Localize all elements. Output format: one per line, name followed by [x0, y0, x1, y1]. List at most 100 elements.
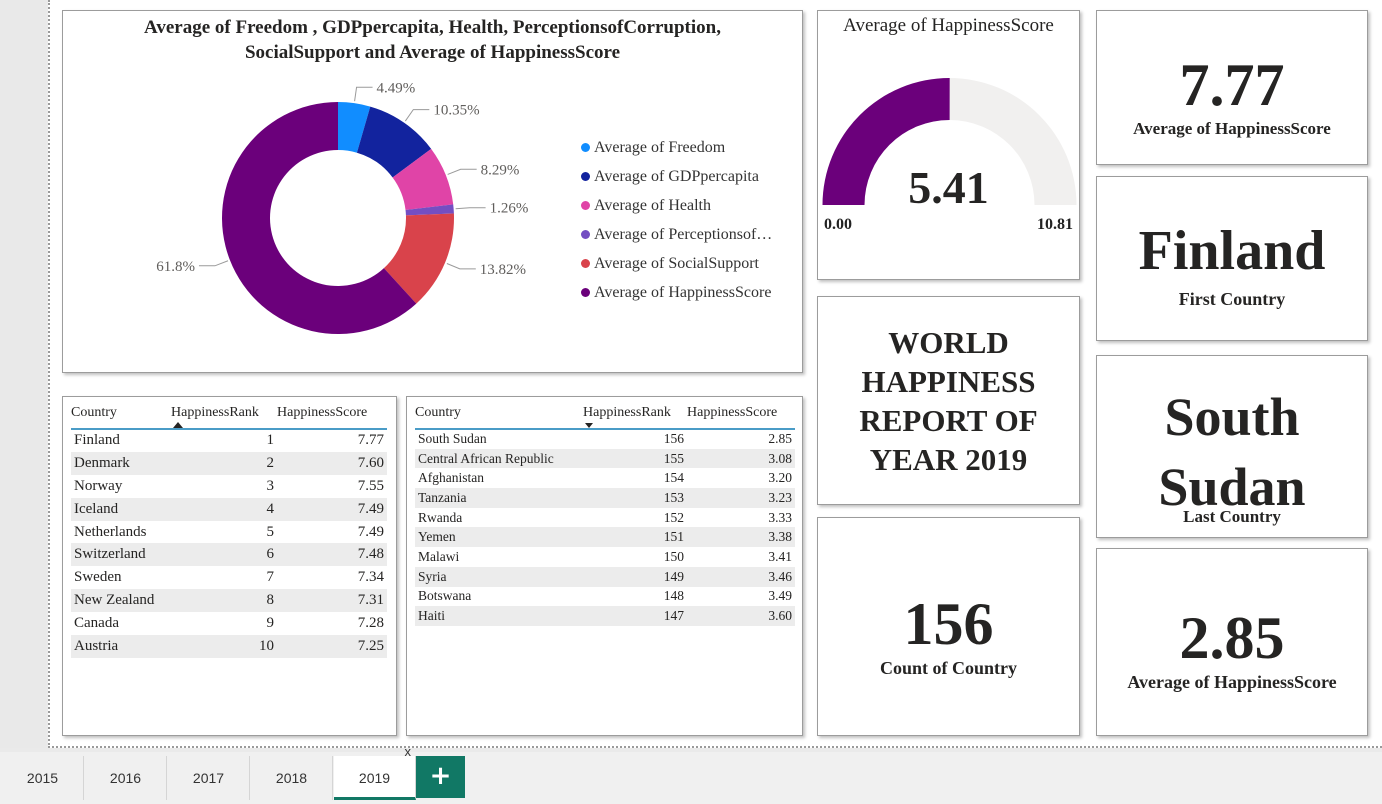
cell-country: Botswana — [418, 588, 472, 604]
table-row[interactable]: Tanzania 153 3.23 — [415, 488, 795, 508]
cell-country: Finland — [74, 432, 120, 449]
gauge-value: 5.41 — [908, 162, 989, 213]
close-icon[interactable]: x — [404, 744, 412, 759]
cell-rank: 1 — [266, 432, 275, 449]
cell-score: 3.46 — [687, 566, 795, 587]
table-row[interactable]: Netherlands 5 7.49 — [71, 521, 387, 544]
table-row[interactable]: South Sudan 156 2.85 — [415, 429, 795, 449]
kpi-top-score-value: 7.77 — [1179, 52, 1285, 118]
report-title-card: WORLD HAPPINESS REPORT OF YEAR 2019 — [817, 296, 1080, 505]
sort-ascending-icon[interactable] — [173, 422, 183, 428]
column-header-country[interactable]: Country — [71, 403, 171, 430]
donut-title-line2: SocialSupport and Average of HappinessSc… — [244, 42, 621, 63]
column-header-country[interactable]: Country — [415, 403, 583, 430]
tab-2015[interactable]: 2015 — [2, 756, 84, 800]
table-row[interactable]: Austria 10 7.25 — [71, 635, 387, 658]
kpi-bottom-score-value: 2.85 — [1179, 605, 1285, 671]
column-header-rank[interactable]: HappinessRank — [583, 403, 687, 430]
legend-item-happinessscore[interactable]: Average of HappinessScore — [581, 278, 772, 307]
table-row[interactable]: Botswana 148 3.49 — [415, 587, 795, 607]
gauge-card[interactable]: Average of HappinessScore 5.41 0.00 10.8… — [817, 10, 1080, 280]
table-row[interactable]: New Zealand 8 7.31 — [71, 589, 387, 613]
cell-country: Iceland — [71, 497, 171, 521]
table-header-row: Country HappinessRank HappinessScore — [71, 403, 387, 430]
table-row[interactable]: Norway 3 7.55 — [71, 475, 387, 498]
kpi-last-country-card[interactable]: South Sudan Last Country — [1096, 355, 1368, 538]
slice-label-leader — [446, 263, 476, 270]
legend-dot — [581, 201, 590, 210]
column-header-label: HappinessScore — [687, 405, 778, 420]
legend-item-gdp[interactable]: Average of GDPpercapita — [581, 162, 772, 191]
table-row[interactable]: Syria 149 3.46 — [415, 566, 795, 587]
table-row[interactable]: Haiti 147 3.60 — [415, 606, 795, 626]
kpi-top-score-card[interactable]: 7.77 Average of HappinessScore — [1096, 10, 1368, 165]
report-title-line2: HAPPINESS — [861, 364, 1036, 399]
legend-item-health[interactable]: Average of Health — [581, 191, 772, 220]
legend-item-socialsupport[interactable]: Average of SocialSupport — [581, 249, 772, 278]
slice-label: 13.82% — [480, 262, 526, 278]
table-row[interactable]: Denmark 2 7.60 — [71, 451, 387, 475]
legend-label: Average of HappinessScore — [594, 283, 772, 301]
donut-slice[interactable] — [405, 204, 454, 216]
tab-label: 2015 — [26, 770, 59, 786]
gauge-title: Average of HappinessScore — [843, 15, 1054, 36]
kpi-first-country-card[interactable]: Finland First Country — [1096, 176, 1368, 341]
top-countries-table: Country HappinessRank HappinessScore Fin… — [71, 403, 387, 658]
cell-rank: 150 — [663, 548, 684, 564]
table-row[interactable]: Afghanistan 154 3.20 — [415, 468, 795, 488]
legend-item-perceptions[interactable]: Average of Perceptionsof… — [581, 220, 772, 249]
tab-2019[interactable]: 2019 x — [334, 744, 416, 800]
cell-score: 3.33 — [768, 509, 792, 525]
tab-2017[interactable]: 2017 — [168, 756, 250, 800]
cell-rank: 4 — [171, 497, 277, 521]
legend-dot — [581, 143, 590, 152]
table-row[interactable]: Malawi 150 3.41 — [415, 547, 795, 567]
column-header-label: Country — [71, 405, 117, 420]
cell-score: 7.49 — [277, 497, 387, 521]
add-page-button[interactable]: + — [416, 756, 465, 798]
cell-score: 7.60 — [277, 451, 387, 475]
cell-country: New Zealand — [71, 589, 171, 613]
donut-slice[interactable] — [356, 106, 432, 178]
donut-chart-card[interactable]: Average of Freedom , GDPpercapita, Healt… — [62, 10, 803, 373]
table-row[interactable]: Switzerland 6 7.48 — [71, 543, 387, 567]
table-row[interactable]: Yemen 151 3.38 — [415, 527, 795, 548]
cell-rank: 10 — [171, 635, 277, 658]
report-title-line4: YEAR 2019 — [869, 442, 1028, 477]
sort-descending-icon[interactable] — [585, 423, 593, 428]
gauge-chart — [822, 78, 1077, 205]
donut-slice[interactable] — [392, 148, 454, 211]
tab-2018[interactable]: 2018 — [251, 756, 333, 800]
cell-country: Rwanda — [418, 509, 463, 525]
kpi-count-card[interactable]: 156 Count of Country — [817, 517, 1080, 736]
donut-slice[interactable] — [338, 102, 371, 153]
kpi-bottom-score-card[interactable]: 2.85 Average of HappinessScore — [1096, 548, 1368, 736]
donut-slice[interactable] — [222, 102, 417, 334]
legend-item-freedom[interactable]: Average of Freedom — [581, 133, 772, 162]
table-row[interactable]: Finland 1 7.77 — [71, 429, 387, 452]
tab-label: 2017 — [192, 770, 225, 786]
kpi-first-country-label: First Country — [1178, 289, 1286, 309]
tab-label: 2019 — [358, 770, 391, 786]
cell-score: 7.77 — [357, 432, 384, 449]
table-row[interactable]: Iceland 4 7.49 — [71, 497, 387, 521]
table-row[interactable]: Canada 9 7.28 — [71, 612, 387, 635]
gauge-fill — [822, 78, 950, 205]
report-canvas: Average of Freedom , GDPpercapita, Healt… — [48, 0, 1382, 748]
table-row[interactable]: Sweden 7 7.34 — [71, 566, 387, 589]
table-row[interactable]: Rwanda 152 3.33 — [415, 508, 795, 528]
column-header-score[interactable]: HappinessScore — [687, 403, 795, 430]
bottom-countries-table-card[interactable]: Country HappinessRank HappinessScore Sou… — [406, 396, 803, 736]
cell-rank: 147 — [583, 606, 687, 626]
donut-slice[interactable] — [383, 213, 454, 304]
slice-label: 8.29% — [481, 162, 520, 178]
donut-chart: 4.49% 10.35% 8.29% 1.26% 13.82% 61.8% — [156, 80, 528, 334]
top-countries-table-card[interactable]: Country HappinessRank HappinessScore Fin… — [62, 396, 397, 736]
column-header-rank[interactable]: HappinessRank — [171, 403, 277, 430]
bottom-countries-table-body: South Sudan 156 2.85 Central African Republ… — [415, 429, 795, 626]
tab-2016[interactable]: 2016 — [85, 756, 167, 800]
cell-rank: 9 — [266, 615, 275, 632]
table-row[interactable]: Central African Republic 155 3.08 — [415, 448, 795, 469]
column-header-score[interactable]: HappinessScore — [277, 403, 387, 430]
cell-country: Central African Republic — [415, 448, 583, 469]
